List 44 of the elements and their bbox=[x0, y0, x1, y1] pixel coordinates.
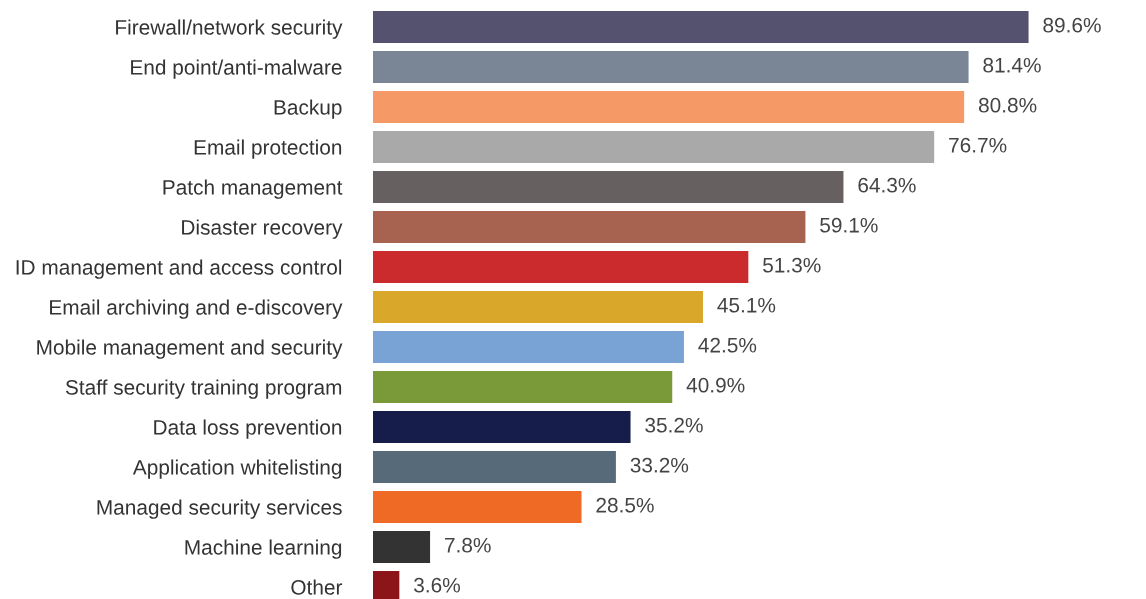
y-tick-label: Machine learning bbox=[185, 539, 342, 559]
y-tick-label: Email protection bbox=[194, 139, 342, 159]
data-label: 64.3% bbox=[858, 177, 916, 193]
y-tick-label: Backup bbox=[274, 99, 342, 119]
bar bbox=[373, 291, 703, 323]
data-label: 81.4% bbox=[983, 57, 1041, 73]
bar bbox=[373, 531, 431, 563]
bar bbox=[373, 11, 1029, 43]
bar bbox=[373, 91, 965, 123]
y-tick-label: Patch management bbox=[163, 179, 343, 199]
bar bbox=[373, 411, 631, 443]
data-label: 35.2% bbox=[645, 417, 703, 433]
data-label: 45.1% bbox=[717, 297, 776, 313]
y-tick-label: Email archiving and e-discovery bbox=[50, 299, 343, 319]
bar bbox=[373, 451, 616, 483]
data-label: 89.6% bbox=[1043, 17, 1101, 33]
y-tick-label: Data loss prevention bbox=[154, 419, 342, 439]
data-label: 40.9% bbox=[686, 377, 745, 393]
bar bbox=[373, 211, 806, 243]
y-tick-label: ID management and access control bbox=[16, 259, 342, 279]
y-tick-label: Managed security services bbox=[97, 499, 342, 519]
bar bbox=[373, 251, 749, 283]
data-label: 7.8% bbox=[445, 537, 491, 553]
y-tick-label: Mobile management and security bbox=[37, 339, 343, 359]
y-tick-label: Staff security training program bbox=[65, 379, 342, 399]
bar bbox=[373, 171, 844, 203]
bar bbox=[373, 131, 935, 163]
bar bbox=[373, 371, 673, 403]
data-label: 76.7% bbox=[949, 137, 1007, 153]
y-tick-label: Firewall/network security bbox=[116, 19, 343, 39]
data-label: 59.1% bbox=[820, 217, 878, 233]
bar bbox=[373, 51, 969, 83]
y-tick-label: Application whitelisting bbox=[132, 459, 342, 479]
data-label: 80.8% bbox=[978, 97, 1037, 113]
bar bbox=[373, 491, 582, 523]
data-label: 42.5% bbox=[698, 337, 757, 353]
data-label: 33.2% bbox=[630, 457, 689, 473]
y-tick-label: Other bbox=[291, 579, 343, 595]
y-tick-label: Disaster recovery bbox=[182, 219, 343, 239]
data-label: 3.6% bbox=[414, 577, 460, 593]
data-label: 51.3% bbox=[763, 257, 821, 273]
y-tick-label: End point/anti-malware bbox=[131, 59, 342, 79]
data-label: 28.5% bbox=[596, 497, 654, 513]
bar bbox=[373, 331, 684, 363]
